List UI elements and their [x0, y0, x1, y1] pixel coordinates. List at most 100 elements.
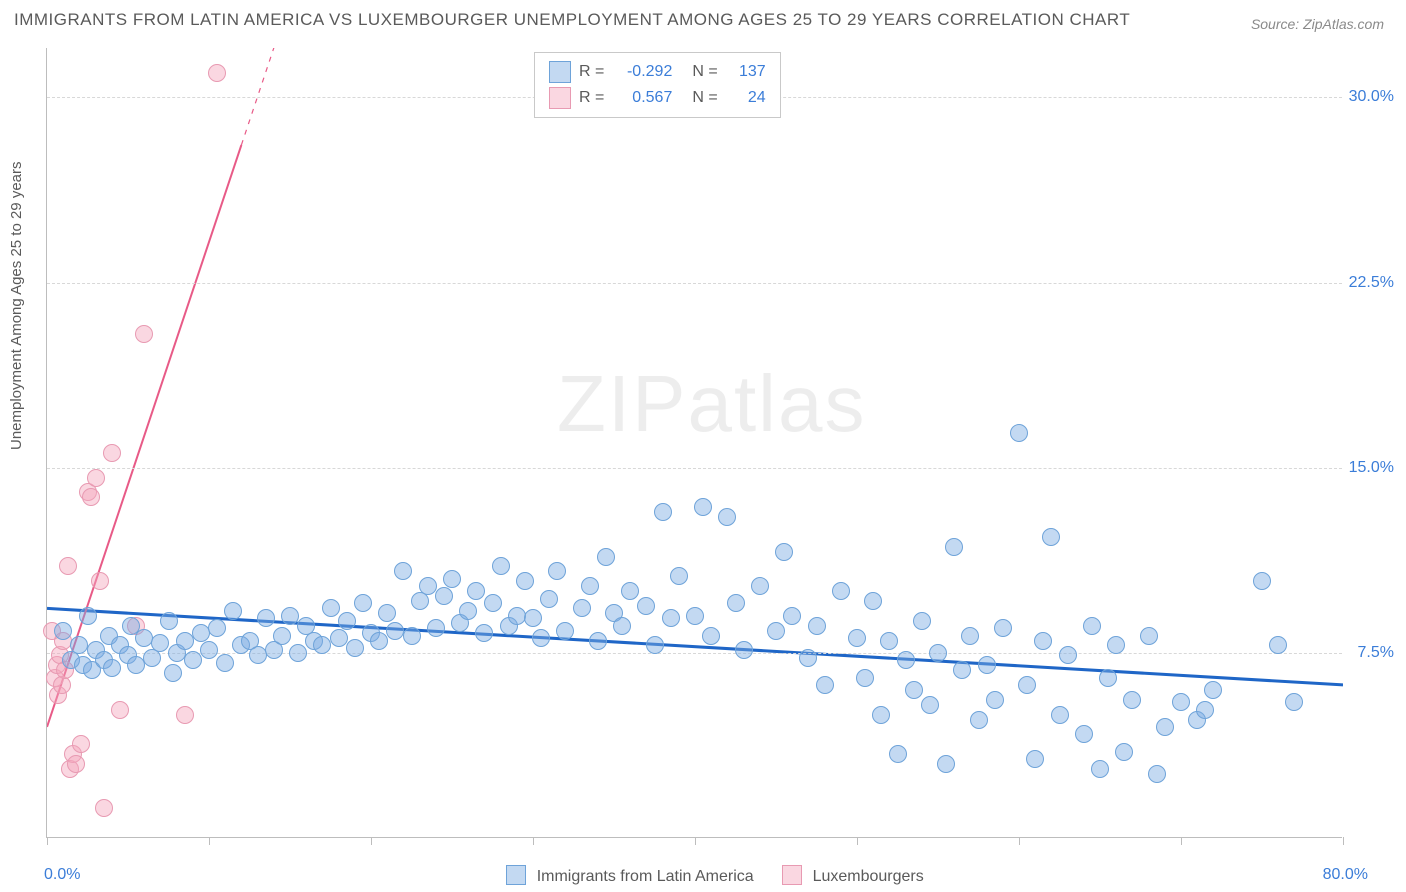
scatter-point-series-1	[492, 557, 510, 575]
scatter-point-series-1	[1156, 718, 1174, 736]
scatter-point-series-1	[808, 617, 826, 635]
scatter-point-series-1	[435, 587, 453, 605]
y-tick-label: 7.5%	[1358, 644, 1394, 662]
scatter-point-series-1	[775, 543, 793, 561]
x-tick	[533, 837, 534, 845]
scatter-point-series-1	[516, 572, 534, 590]
scatter-point-series-1	[443, 570, 461, 588]
correlation-stats-box: R =-0.292N =137R =0.567N =24	[534, 52, 781, 118]
scatter-point-series-2	[82, 488, 100, 506]
scatter-point-series-1	[670, 567, 688, 585]
scatter-point-series-1	[646, 636, 664, 654]
legend-label-1: Immigrants from Latin America	[537, 868, 754, 885]
scatter-point-series-1	[727, 594, 745, 612]
scatter-point-series-1	[322, 599, 340, 617]
scatter-point-series-1	[581, 577, 599, 595]
scatter-point-series-2	[72, 735, 90, 753]
scatter-point-series-1	[70, 636, 88, 654]
scatter-point-series-2	[59, 557, 77, 575]
y-tick-label: 15.0%	[1349, 459, 1394, 477]
scatter-point-series-1	[556, 622, 574, 640]
scatter-point-series-1	[386, 622, 404, 640]
scatter-point-series-1	[816, 676, 834, 694]
scatter-point-series-1	[1196, 701, 1214, 719]
scatter-point-series-1	[1285, 693, 1303, 711]
gridline	[47, 468, 1342, 469]
scatter-point-series-1	[1075, 725, 1093, 743]
scatter-point-series-1	[1051, 706, 1069, 724]
scatter-point-series-1	[872, 706, 890, 724]
scatter-point-series-1	[216, 654, 234, 672]
scatter-point-series-1	[767, 622, 785, 640]
scatter-point-series-1	[978, 656, 996, 674]
scatter-point-series-1	[281, 607, 299, 625]
scatter-point-series-1	[1010, 424, 1028, 442]
scatter-point-series-2	[208, 64, 226, 82]
r-value: 0.567	[612, 85, 672, 111]
legend-swatch-2	[782, 865, 802, 885]
scatter-point-series-1	[994, 619, 1012, 637]
scatter-point-series-1	[880, 632, 898, 650]
stats-swatch	[549, 87, 571, 109]
scatter-point-series-1	[346, 639, 364, 657]
scatter-point-series-1	[1115, 743, 1133, 761]
scatter-point-series-1	[913, 612, 931, 630]
scatter-point-series-1	[378, 604, 396, 622]
scatter-point-series-1	[135, 629, 153, 647]
scatter-point-series-1	[79, 607, 97, 625]
x-tick	[857, 837, 858, 845]
r-value: -0.292	[612, 59, 672, 85]
scatter-point-series-1	[1099, 669, 1117, 687]
x-tick	[209, 837, 210, 845]
scatter-point-series-1	[289, 644, 307, 662]
scatter-point-series-1	[929, 644, 947, 662]
scatter-point-series-2	[67, 755, 85, 773]
trend-lines-svg	[47, 48, 1343, 838]
scatter-point-series-1	[856, 669, 874, 687]
scatter-point-series-1	[475, 624, 493, 642]
scatter-point-series-1	[1107, 636, 1125, 654]
scatter-point-series-1	[613, 617, 631, 635]
scatter-point-series-1	[151, 634, 169, 652]
n-label: N =	[692, 59, 717, 85]
scatter-point-series-1	[970, 711, 988, 729]
scatter-point-series-1	[621, 582, 639, 600]
source-attribution: Source: ZipAtlas.com	[1251, 16, 1384, 32]
scatter-point-series-1	[1042, 528, 1060, 546]
x-tick	[1181, 837, 1182, 845]
x-tick	[1019, 837, 1020, 845]
scatter-point-series-1	[1083, 617, 1101, 635]
scatter-point-series-1	[484, 594, 502, 612]
scatter-point-series-1	[354, 594, 372, 612]
scatter-point-series-1	[961, 627, 979, 645]
chart-title: IMMIGRANTS FROM LATIN AMERICA VS LUXEMBO…	[14, 10, 1130, 30]
scatter-point-series-1	[597, 548, 615, 566]
scatter-point-series-1	[427, 619, 445, 637]
scatter-point-series-1	[1123, 691, 1141, 709]
chart-plot-area: ZIPatlas	[46, 48, 1342, 838]
scatter-point-series-1	[370, 632, 388, 650]
scatter-point-series-1	[338, 612, 356, 630]
scatter-point-series-2	[135, 325, 153, 343]
scatter-point-series-1	[1091, 760, 1109, 778]
scatter-point-series-1	[403, 627, 421, 645]
scatter-point-series-2	[95, 799, 113, 817]
scatter-point-series-1	[848, 629, 866, 647]
scatter-point-series-1	[330, 629, 348, 647]
scatter-point-series-1	[419, 577, 437, 595]
scatter-point-series-1	[1172, 693, 1190, 711]
scatter-point-series-1	[160, 612, 178, 630]
scatter-point-series-1	[1140, 627, 1158, 645]
scatter-point-series-1	[103, 659, 121, 677]
scatter-point-series-1	[686, 607, 704, 625]
y-axis-label: Unemployment Among Ages 25 to 29 years	[8, 161, 25, 450]
scatter-point-series-1	[897, 651, 915, 669]
scatter-point-series-1	[467, 582, 485, 600]
scatter-point-series-1	[702, 627, 720, 645]
legend-swatch-1	[506, 865, 526, 885]
scatter-point-series-1	[184, 651, 202, 669]
scatter-point-series-1	[589, 632, 607, 650]
y-tick-label: 30.0%	[1349, 88, 1394, 106]
scatter-point-series-1	[1204, 681, 1222, 699]
scatter-point-series-1	[986, 691, 1004, 709]
